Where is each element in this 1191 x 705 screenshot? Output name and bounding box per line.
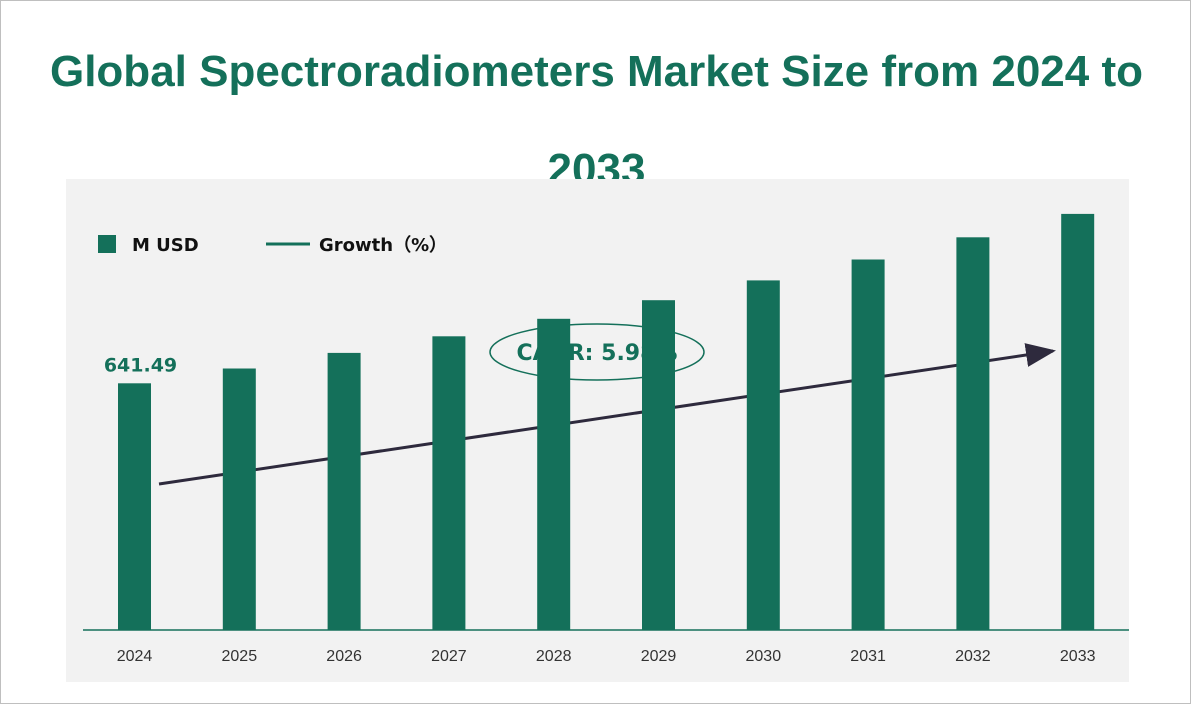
x-tick-2026: 2026 (326, 648, 362, 665)
cagr-ellipse (489, 323, 705, 381)
bar-group (118, 213, 1095, 631)
x-tick-2030: 2030 (746, 648, 782, 665)
bar-2025 (222, 368, 256, 630)
chart-title: Global Spectroradiometers Market Size fr… (49, 47, 1144, 194)
x-tick-2028: 2028 (536, 648, 572, 665)
x-tick-2024: 2024 (117, 648, 153, 665)
legend-bar-label: M USD (132, 235, 199, 256)
bar-2026 (327, 352, 361, 630)
bar-2031 (851, 259, 885, 630)
legend-bar-swatch (98, 235, 116, 253)
legend-line-label: Growth（%） (319, 235, 447, 256)
x-tick-group: 2024 2025 2026 2027 2028 2029 2030 2031 2032 2033 (117, 648, 1096, 665)
bar-2032 (956, 237, 990, 631)
bar-2024 (118, 383, 151, 630)
bar-2027 (432, 336, 466, 630)
data-label-group: 641.49 (104, 354, 177, 376)
bar-2030 (746, 280, 780, 630)
bar-2028 (537, 318, 571, 630)
bar-2033 (1061, 213, 1095, 630)
bar-2029 (642, 300, 675, 630)
x-tick-2025: 2025 (222, 648, 258, 665)
trend-arrow (158, 343, 1056, 486)
x-tick-2033: 2033 (1060, 648, 1096, 665)
data-label-2024: 641.49 (104, 354, 177, 376)
x-tick-2029: 2029 (641, 648, 677, 665)
x-tick-2031: 2031 (850, 648, 886, 665)
x-tick-2027: 2027 (431, 648, 467, 665)
x-tick-2032: 2032 (955, 648, 991, 665)
